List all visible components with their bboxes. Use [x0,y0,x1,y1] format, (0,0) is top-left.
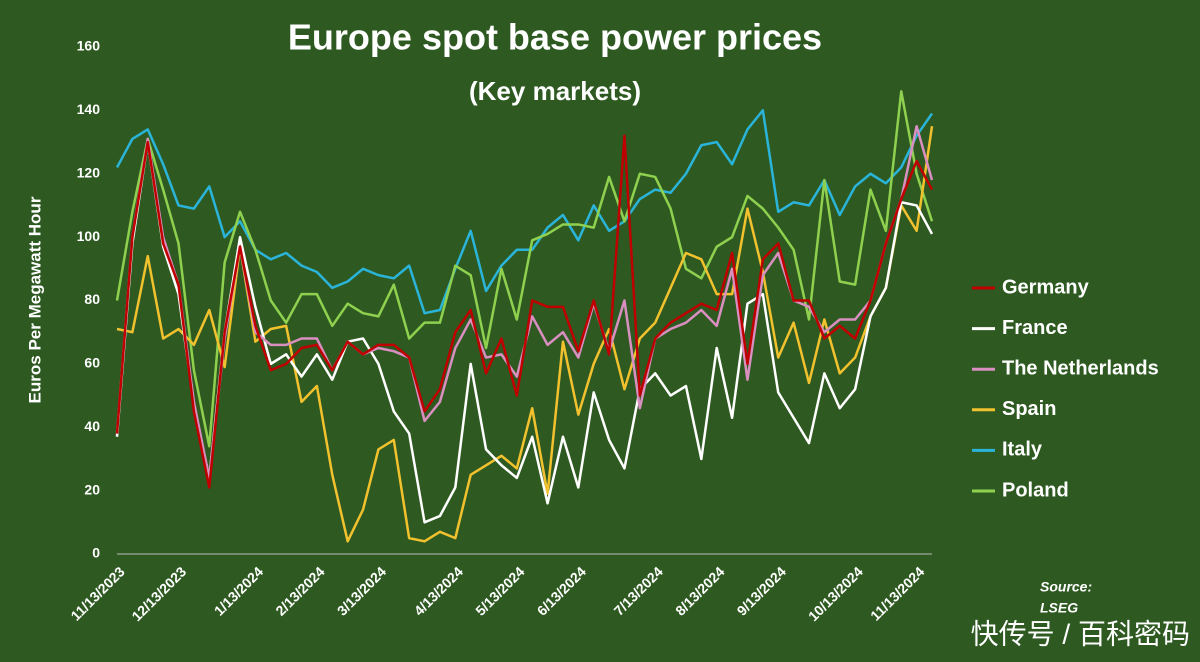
chart-title: Europe spot base power prices [288,17,822,58]
x-tick-label: 8/13/2024 [672,563,728,619]
x-tick-label: 4/13/2024 [411,563,467,619]
y-axis-label: Euros Per Megawatt Hour [25,196,44,403]
x-tick-label: 5/13/2024 [472,563,528,619]
x-tick-label: 6/13/2024 [534,563,590,619]
legend-label: France [1002,317,1068,339]
legend-label: The Netherlands [1002,357,1159,379]
y-tick-label: 120 [77,164,101,180]
x-tick-label: 11/13/2024 [867,563,927,623]
x-tick-label: 12/13/2023 [128,563,189,624]
y-tick-label: 160 [77,38,101,54]
y-tick-label: 0 [92,545,100,561]
x-tick-label: 11/13/2023 [67,563,127,623]
y-tick-label: 40 [84,418,100,434]
watermark: 快传号 / 百科密码 [971,618,1190,649]
legend-label: Italy [1002,439,1043,461]
x-tick-label: 2/13/2024 [272,563,328,619]
y-tick-label: 140 [77,101,101,117]
series-line [115,90,934,448]
x-tick-label: 9/13/2024 [734,563,790,619]
x-tick-label: 3/13/2024 [334,563,390,619]
y-tick-label: 60 [84,355,100,371]
series-line [116,126,934,543]
legend-label: Germany [1002,276,1090,298]
x-tick-label: 1/13/2024 [211,563,267,619]
series-line [115,140,934,524]
legend-label: Poland [1002,479,1069,501]
chart-subtitle: (Key markets) [469,76,641,106]
x-tick-label: 7/13/2024 [611,563,667,619]
y-tick-label: 80 [84,291,100,307]
legend-label: Spain [1002,398,1056,420]
source-note: LSEG [1040,600,1078,616]
series-line [115,134,934,489]
y-tick-label: 100 [77,228,101,244]
source-note: Source: [1040,579,1092,595]
x-tick-label: 10/13/2024 [805,563,866,624]
y-tick-label: 20 [84,481,100,497]
